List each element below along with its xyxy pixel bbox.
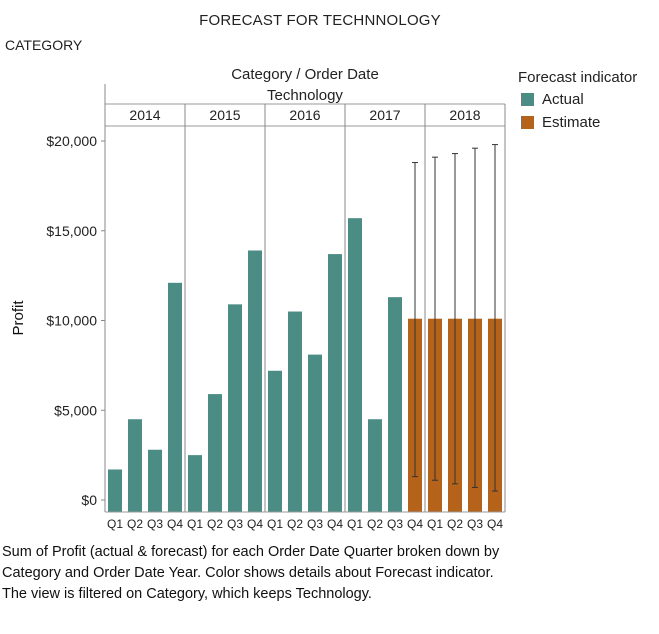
year-label: 2015 (209, 107, 240, 123)
y-tick-label: $15,000 (46, 223, 97, 239)
x-tick-label: Q4 (407, 517, 423, 531)
year-label: 2017 (369, 107, 400, 123)
bar-2015-q3 (228, 304, 242, 512)
x-tick-label: Q4 (167, 517, 183, 531)
bar-2016-q1 (268, 370, 282, 512)
year-label: 2014 (129, 107, 160, 123)
y-tick-label: $5,000 (54, 402, 97, 418)
legend-item-estimate[interactable]: Estimate (521, 114, 600, 131)
bar-2014-q4 (168, 282, 182, 512)
legend-item-actual[interactable]: Actual (521, 91, 584, 108)
x-tick-label: Q2 (447, 517, 463, 531)
chart-caption: Sum of Profit (actual & forecast) for ea… (2, 544, 500, 602)
x-tick-label: Q2 (207, 517, 223, 531)
x-tick-label: Q1 (347, 517, 363, 531)
bar-2017-q3 (388, 297, 402, 512)
y-tick-label: $10,000 (46, 313, 97, 329)
y-tick-label: $0 (81, 492, 97, 508)
x-tick-label: Q3 (307, 517, 323, 531)
x-tick-label: Q1 (187, 517, 203, 531)
bar-2016-q2 (288, 311, 302, 512)
x-tick-label: Q3 (147, 517, 163, 531)
x-tick-label: Q2 (127, 517, 143, 531)
bar-2017-q2 (368, 419, 382, 512)
category-filter-label[interactable]: CATEGORY (5, 37, 83, 53)
bar-2014-q1 (108, 469, 122, 512)
bar-2015-q2 (208, 394, 222, 512)
x-tick-label: Q2 (287, 517, 303, 531)
legend-swatch-actual (521, 93, 534, 106)
y-tick-label: $20,000 (46, 133, 97, 149)
x-tick-label: Q1 (427, 517, 443, 531)
bar-chart: 2014 2015 2016 2017 2018 $0 $5,000 $10,000 $15,0… (10, 84, 506, 531)
year-label: 2018 (449, 107, 480, 123)
x-tick-label: Q4 (247, 517, 263, 531)
y-axis-title: Profit (10, 300, 27, 336)
x-tick-label: Q1 (267, 517, 283, 531)
bar-2017-q1 (348, 218, 362, 512)
bar-2016-q4 (328, 254, 342, 512)
x-tick-label: Q4 (487, 517, 503, 531)
year-label: 2016 (289, 107, 320, 123)
bar-2015-q4 (248, 250, 262, 512)
x-tick-label: Q1 (107, 517, 123, 531)
legend-label-estimate: Estimate (542, 114, 601, 131)
x-tick-label: Q3 (467, 517, 483, 531)
bar-2014-q2 (128, 419, 142, 512)
bar-2016-q3 (308, 354, 322, 512)
x-tick-label: Q2 (367, 517, 383, 531)
bar-2015-q1 (188, 455, 202, 512)
pane-title: Category / Order Date (231, 66, 379, 83)
legend-label-actual: Actual (542, 91, 584, 108)
bar-2014-q3 (148, 449, 162, 512)
x-tick-label: Q3 (387, 517, 403, 531)
legend-swatch-estimate (521, 116, 534, 129)
chart-title: FORECAST FOR TECHNNOLOGY (199, 12, 441, 29)
x-tick-label: Q3 (227, 517, 243, 531)
pane-subtitle: Technology (267, 87, 343, 104)
legend-title: Forecast indicator (518, 69, 638, 86)
x-tick-label: Q4 (327, 517, 343, 531)
